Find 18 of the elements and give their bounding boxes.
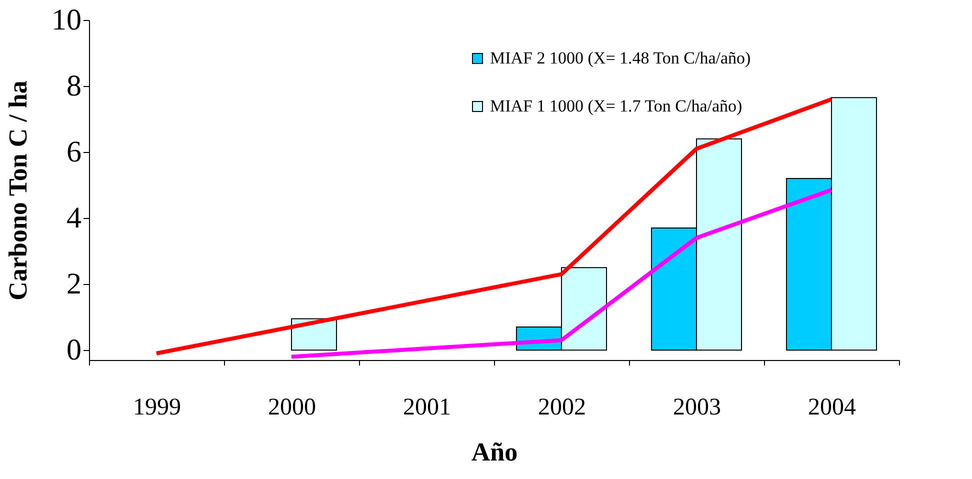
x-tick-label: 2002 xyxy=(538,394,586,420)
legend-label: MIAF 1 1000 (X= 1.7 Ton C/ha/año) xyxy=(490,96,742,116)
x-tick-label: 2000 xyxy=(268,394,316,420)
y-tick-label: 8 xyxy=(66,70,82,103)
x-axis-title: Año xyxy=(471,438,518,466)
legend-label: MIAF 2 1000 (X= 1.48 Ton C/ha/año) xyxy=(490,48,751,68)
y-tick-label: 4 xyxy=(66,202,82,235)
y-tick-label: 0 xyxy=(66,334,82,367)
y-tick-label: 2 xyxy=(66,268,82,301)
line-series xyxy=(154,97,834,356)
y-tick-label: 6 xyxy=(66,136,82,169)
x-tick-label: 1999 xyxy=(133,394,181,420)
y-tick-label: 10 xyxy=(52,4,82,36)
x-tick-label: 2001 xyxy=(403,394,451,420)
x-tick-label: 2004 xyxy=(808,394,856,420)
line-series xyxy=(290,188,834,359)
y-axis-title: Carbono Ton C / ha xyxy=(4,80,32,300)
x-tick-label: 2003 xyxy=(673,394,721,420)
